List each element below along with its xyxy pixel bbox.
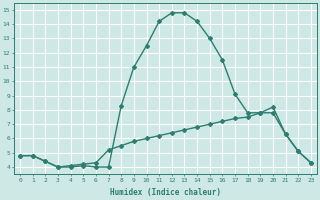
X-axis label: Humidex (Indice chaleur): Humidex (Indice chaleur)	[110, 188, 221, 197]
